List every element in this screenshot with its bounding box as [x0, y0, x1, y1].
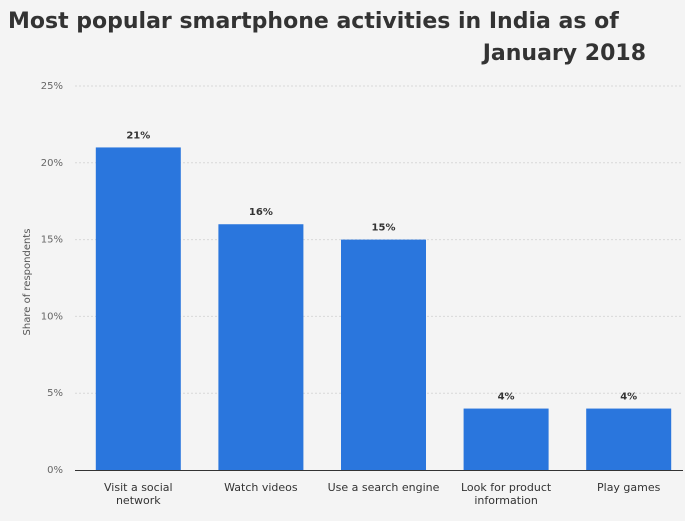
- chart-title-line-1: Most popular smartphone activities in In…: [8, 9, 619, 34]
- y-tick-label: 5%: [47, 388, 63, 399]
- x-axis-categories: Visit a social network Watch videos Use a s…: [104, 481, 661, 507]
- data-label: 15%: [372, 223, 396, 234]
- y-tick-label: 0%: [47, 465, 63, 476]
- bars: [95, 147, 672, 470]
- x-category-label-line: Look for product: [461, 481, 552, 494]
- x-category-label: Visit a social network: [104, 481, 173, 507]
- data-label: 16%: [249, 207, 273, 218]
- chart-title-line-2: January 2018: [482, 41, 646, 66]
- x-category-label: Watch videos: [224, 481, 298, 494]
- x-category-label-line: Visit a social: [104, 481, 173, 494]
- x-category-label: Look for product information: [461, 481, 552, 507]
- x-category-label-line: Watch videos: [224, 481, 298, 494]
- x-category-label-line: network: [116, 494, 161, 507]
- chart-title: Most popular smartphone activities in In…: [0, 6, 660, 70]
- y-tick-label: 20%: [41, 158, 63, 169]
- y-tick-label: 25%: [41, 81, 63, 92]
- x-category-label: Play games: [597, 481, 661, 494]
- y-tick-label: 10%: [41, 311, 63, 322]
- x-category-label: Use a search engine: [328, 481, 440, 494]
- x-category-label-line: information: [474, 494, 538, 507]
- bar: [341, 239, 426, 470]
- bar: [463, 408, 549, 470]
- bar: [586, 408, 672, 470]
- x-category-label-line: Play games: [597, 481, 661, 494]
- y-axis-ticks: 0% 5% 10% 15% 20% 25%: [41, 81, 63, 476]
- data-label: 21%: [126, 130, 150, 141]
- x-category-label-line: Use a search engine: [328, 481, 440, 494]
- data-labels: 21% 16% 15% 4% 4%: [126, 130, 637, 402]
- bar: [95, 147, 181, 470]
- data-label: 4%: [498, 392, 515, 403]
- data-label: 4%: [620, 392, 637, 403]
- y-tick-label: 15%: [41, 235, 63, 246]
- y-axis-title: Share of respondents: [22, 229, 33, 336]
- bar: [218, 224, 304, 470]
